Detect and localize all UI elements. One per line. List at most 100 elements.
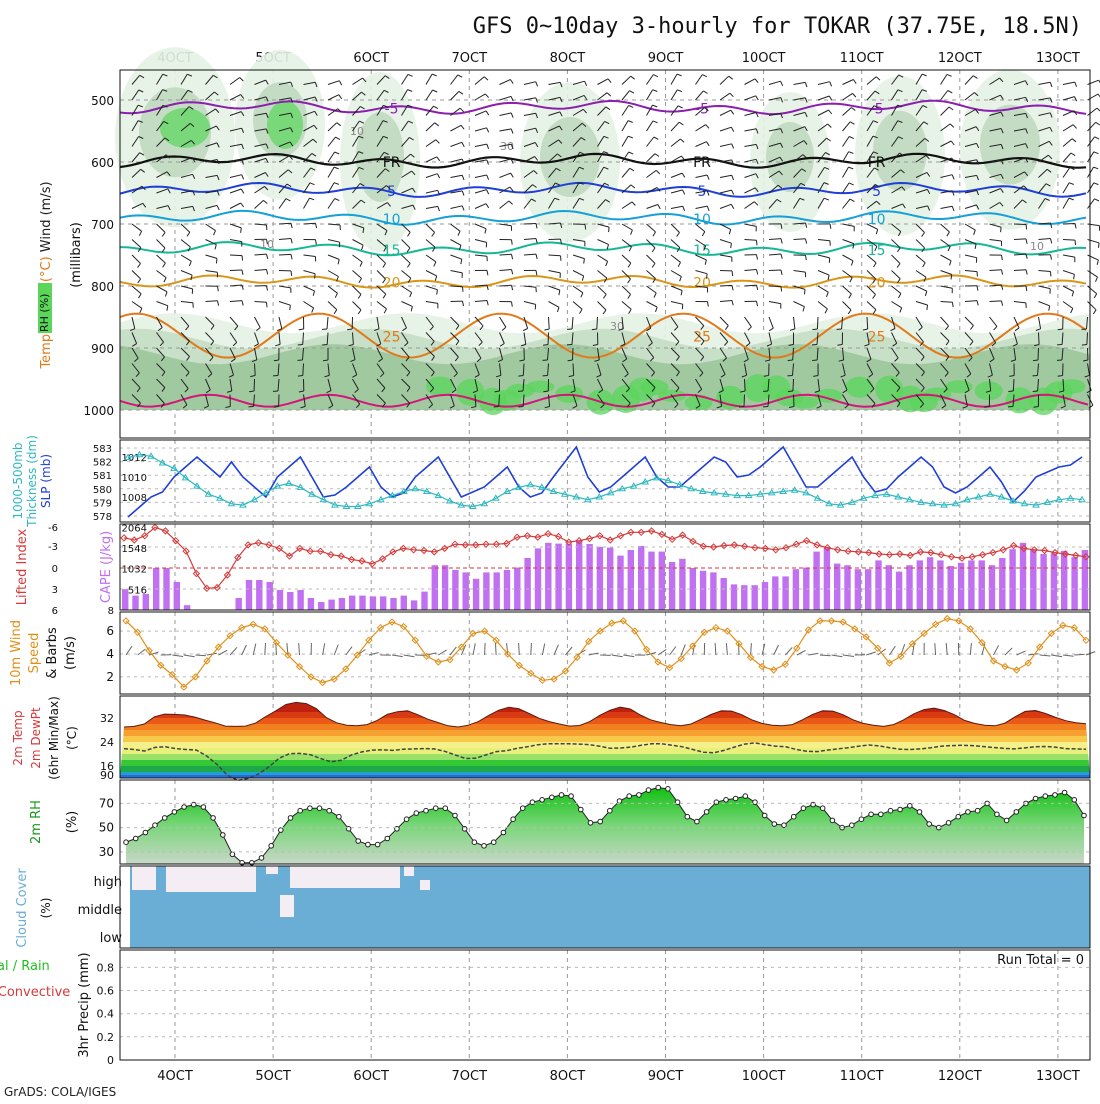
wind-barb-flag	[536, 239, 537, 244]
x-tick-label-top: 9OCT	[648, 51, 684, 66]
y-tick-label-wind: 2	[106, 670, 114, 684]
cape-bar	[958, 563, 964, 610]
y-tick-label-wind: 6	[106, 624, 114, 638]
wind-barb	[1013, 379, 1014, 391]
wind-barb	[990, 301, 1002, 302]
wind-barb	[1039, 82, 1051, 84]
wind-barb	[157, 302, 168, 306]
wind-barb	[745, 379, 746, 391]
wind-barb-flag	[950, 261, 952, 266]
wind-barb	[916, 255, 925, 263]
wind-barb	[132, 240, 141, 248]
wind-barb-flag	[900, 308, 902, 313]
wind-barb-flag	[628, 279, 631, 283]
wind-barb	[328, 81, 339, 85]
cape-bar	[886, 565, 892, 610]
wind-barb	[916, 286, 927, 291]
wind-barb	[328, 255, 339, 259]
wind-barb	[622, 286, 631, 294]
wind-barb	[785, 647, 792, 655]
wind-barb	[255, 302, 267, 303]
wind-barb-flag	[582, 276, 583, 281]
wind-barb	[647, 224, 656, 232]
cape-bar	[772, 576, 778, 610]
wind-barb-flag	[658, 205, 661, 209]
wind-barb	[1088, 286, 1097, 294]
cape-bar	[999, 558, 1005, 610]
wind-barb-flag	[656, 170, 660, 174]
y-axis-label-lifted-index: Lifted Index	[15, 528, 30, 605]
x-tick-label-bottom: 10OCT	[742, 1069, 786, 1084]
wind-barb-flag	[975, 244, 976, 249]
wind-barb-flag	[828, 275, 829, 280]
wind-barb-flag	[462, 142, 465, 146]
wind-barb	[941, 224, 950, 232]
cape-bar	[297, 590, 303, 610]
cape-bar	[432, 565, 438, 610]
label-wind: Wind (m/s)	[39, 181, 54, 252]
wind-barb	[658, 649, 666, 655]
wind-barb-flag	[336, 137, 340, 140]
wind-barb	[745, 240, 757, 241]
wind-barb-flag	[830, 82, 832, 87]
wind-barb-flag	[769, 328, 773, 331]
wind-barb	[622, 168, 630, 177]
y-tick-label-wind: 4	[106, 647, 114, 661]
wind-barb	[475, 94, 485, 100]
rh-marker	[646, 788, 651, 793]
wind-barb	[524, 302, 536, 305]
wind-barb	[1088, 302, 1097, 310]
wind-barb	[916, 271, 926, 278]
wind-barb	[279, 239, 291, 240]
wind-barb	[475, 204, 486, 209]
wind-barb	[598, 93, 608, 100]
wind-barb	[647, 90, 653, 100]
cape-bar	[731, 584, 737, 610]
rh-marker	[1004, 818, 1009, 823]
wind-barb	[402, 240, 411, 249]
wind-barb-flag	[628, 121, 633, 123]
rh-marker	[850, 823, 855, 828]
wind-barb-flag	[585, 224, 586, 229]
wind-barb-flag	[702, 232, 705, 236]
wind-barb	[328, 286, 338, 293]
wind-barb	[500, 129, 512, 131]
rh-marker	[385, 836, 390, 841]
wind-barb-flag	[971, 326, 974, 330]
wind-barb	[818, 96, 829, 100]
y-tick-label-cape: 2064	[122, 523, 147, 534]
wind-barb-flag	[241, 203, 244, 207]
y-axis-label-rh2m: 2m RH	[29, 800, 44, 844]
wind-barb-flag	[592, 329, 597, 330]
wind-barb-flag	[462, 191, 464, 196]
wind-barb-flag	[653, 232, 656, 236]
wind-barb	[671, 206, 683, 208]
wind-barb	[500, 113, 512, 116]
wind-barb	[622, 271, 631, 280]
cape-bar	[256, 580, 262, 610]
cape-bar	[411, 600, 417, 610]
rh-marker	[627, 794, 632, 799]
wind-barb-flag	[853, 80, 856, 84]
wind-barb	[554, 645, 558, 655]
rh-marker	[259, 856, 264, 861]
rh-marker	[482, 844, 487, 849]
wind-barb	[327, 317, 328, 329]
y-tick-label-li: 0	[52, 564, 58, 575]
wind-barb-flag	[850, 199, 854, 202]
y-axis-label-millibars: (millibars)	[69, 222, 84, 288]
wind-barb	[769, 254, 781, 255]
cape-bar	[143, 594, 149, 610]
rh-marker	[782, 823, 787, 828]
rh-marker	[598, 819, 603, 824]
wind-barb	[598, 286, 607, 294]
wind-barb	[1063, 255, 1075, 257]
contour-label: 15	[868, 243, 886, 259]
cape-bar	[370, 596, 376, 610]
wind-barb	[612, 655, 623, 657]
wind-barb-flag	[829, 110, 832, 114]
wind-barb	[1088, 199, 1095, 209]
rh-marker	[279, 828, 284, 833]
wind-barb-flag	[163, 263, 166, 267]
wind-barb	[843, 302, 852, 310]
